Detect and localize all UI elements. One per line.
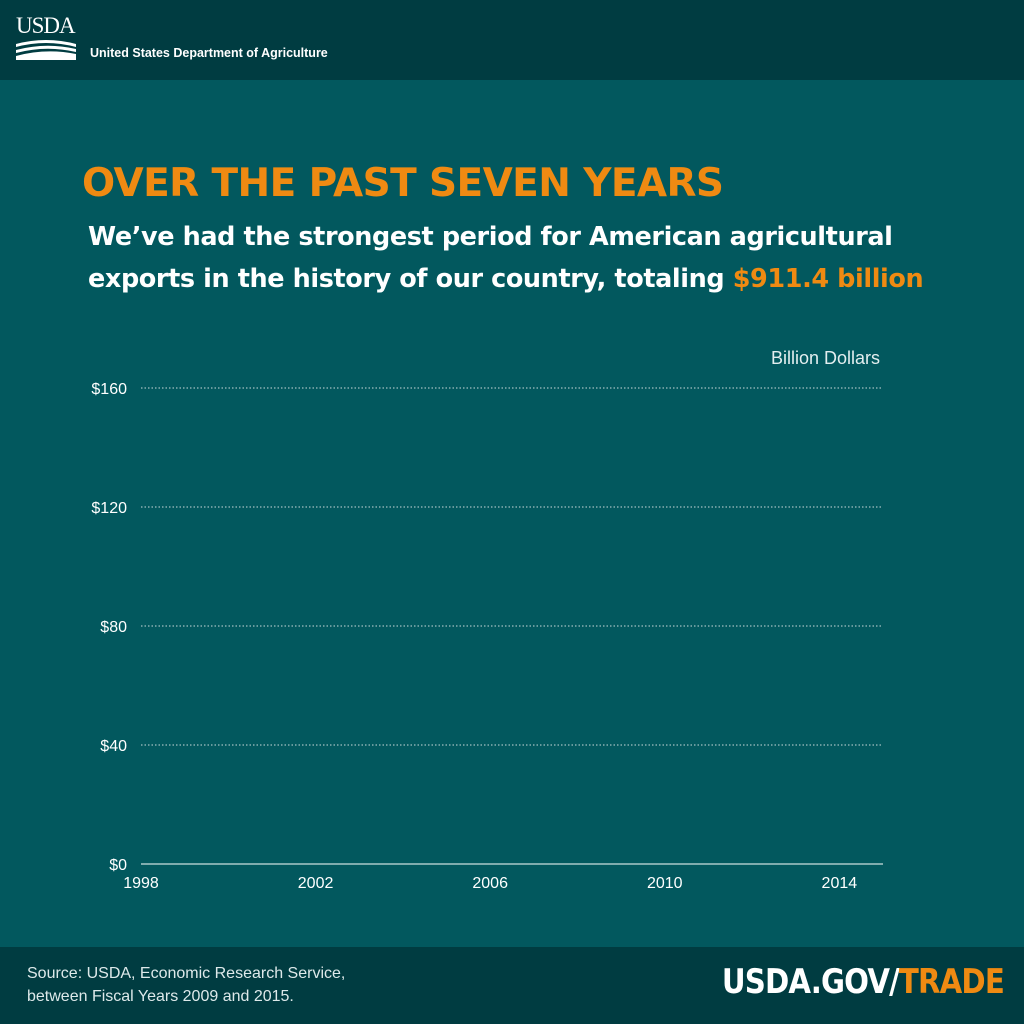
headline: OVER THE PAST SEVEN YEARS xyxy=(82,161,724,206)
trade-url-link[interactable]: USDA.GOV/TRADE xyxy=(721,962,1005,1002)
y-tick-label: $40 xyxy=(100,738,127,755)
x-tick-label: 2006 xyxy=(472,875,508,892)
y-tick-label: $160 xyxy=(91,381,127,398)
subhead-text: We’ve had the strongest period for Ameri… xyxy=(88,222,893,294)
header-bar: USDA United States Department of Agricul… xyxy=(0,0,1024,80)
field-swoosh-icon xyxy=(16,40,76,60)
x-tick-label: 1998 xyxy=(123,875,159,892)
logo-wordmark: USDA xyxy=(16,13,76,38)
x-tick-label: 2010 xyxy=(647,875,683,892)
y-axis-unit-label: Billion Dollars xyxy=(771,348,880,368)
source-note: Source: USDA, Economic Research Service,… xyxy=(27,962,345,1008)
url-main: USDA.GOV/ xyxy=(721,962,900,1002)
url-accent: TRADE xyxy=(898,962,1005,1002)
x-tick-label: 2014 xyxy=(822,875,858,892)
y-tick-label: $80 xyxy=(100,619,127,636)
y-tick-label: $120 xyxy=(91,500,127,517)
department-name: United States Department of Agriculture xyxy=(90,46,328,60)
footer-bar xyxy=(0,947,1024,1024)
y-tick-label: $0 xyxy=(109,857,127,874)
usda-logo[interactable]: USDA xyxy=(16,14,76,60)
total-amount: $911.4 billion xyxy=(732,264,924,294)
x-tick-label: 2002 xyxy=(298,875,334,892)
source-line-1: Source: USDA, Economic Research Service, xyxy=(27,965,346,982)
source-line-2: between Fiscal Years 2009 and 2015. xyxy=(27,988,294,1005)
subheadline: We’ve had the strongest period for Ameri… xyxy=(88,216,968,300)
